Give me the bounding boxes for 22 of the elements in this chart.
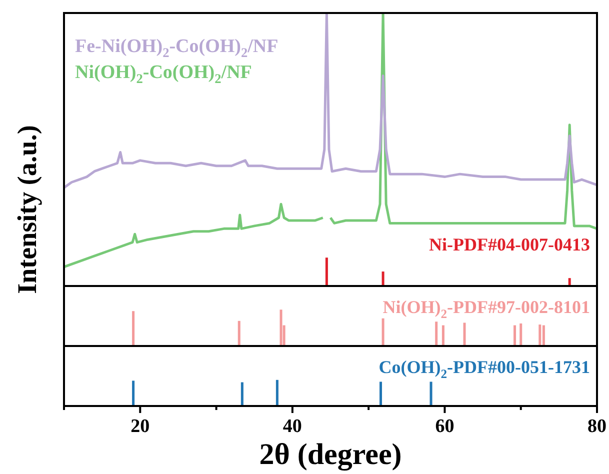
y-axis-title: Intensity (a.u.)	[12, 125, 42, 294]
x-tick-label: 20	[130, 416, 150, 437]
bar	[132, 311, 135, 346]
series-label: Co(OH)$_{2}$-PDF#00-051-1731	[378, 357, 590, 381]
bar	[520, 323, 522, 346]
bar	[514, 325, 516, 346]
text: Fe-Ni(OH)$_{2}$-Co(OH)$_{2}$/NF	[75, 36, 278, 60]
series-label: Ni(OH)$_{2}$-PDF#97-002-8101	[382, 297, 590, 321]
text: Ni(OH)$_{2}$-Co(OH)$_{2}$/NF	[75, 62, 252, 86]
x-axis-title: 2θ (degree)	[259, 438, 402, 471]
x-tick-label: 40	[282, 416, 302, 437]
bar	[538, 324, 542, 346]
bar	[542, 325, 545, 346]
bar	[435, 322, 438, 346]
bar	[238, 320, 240, 346]
x-tick-label: 60	[435, 416, 454, 437]
bar	[463, 322, 466, 346]
bar	[382, 318, 384, 346]
x-tick-label: 80	[588, 416, 606, 437]
bar	[280, 310, 282, 346]
series-label: Ni-PDF#04-007-0413	[429, 234, 590, 255]
bar	[442, 325, 444, 346]
